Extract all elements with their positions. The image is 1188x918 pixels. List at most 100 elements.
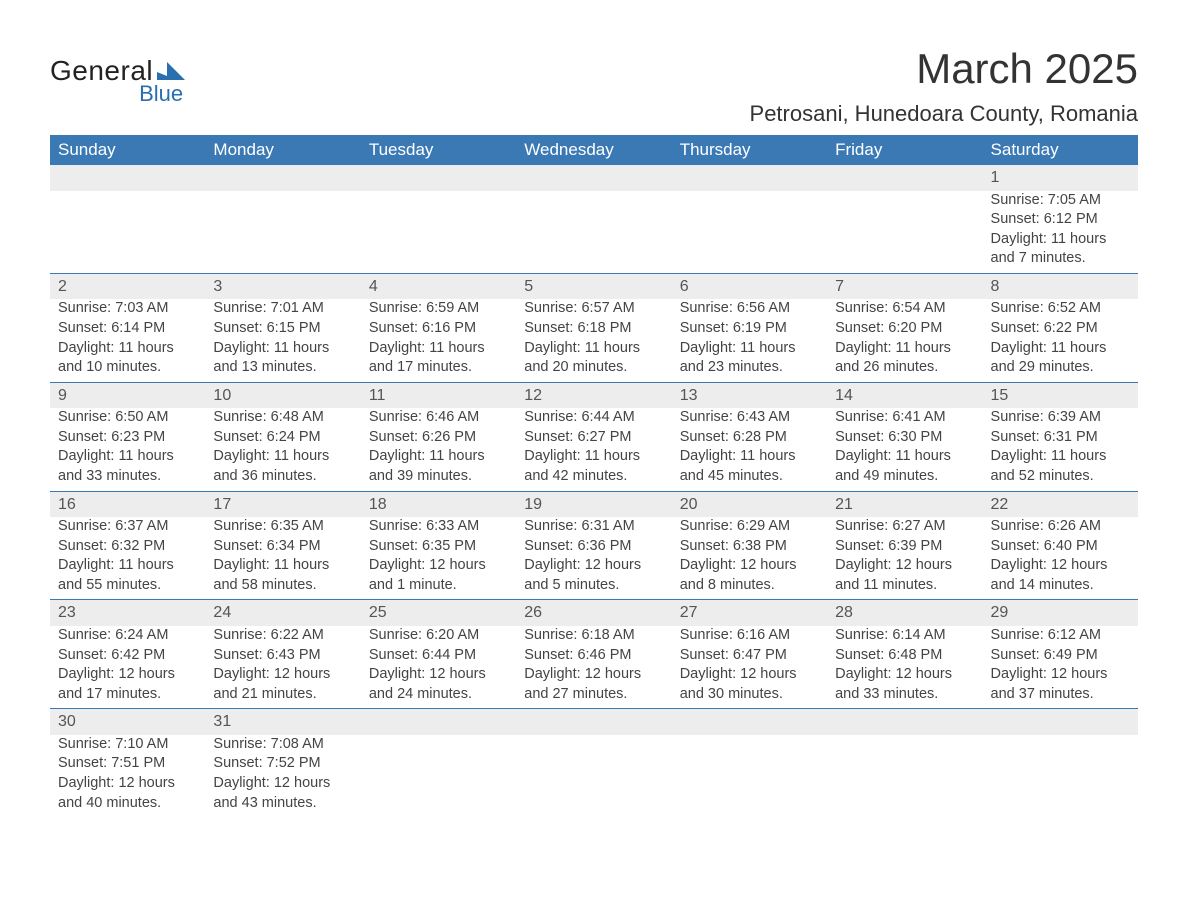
sunset-text: Sunset: 6:26 PM <box>369 428 508 448</box>
sunset-text: Sunset: 6:19 PM <box>680 319 819 339</box>
day-number-cell: 2 <box>50 273 205 299</box>
weekday-header: Wednesday <box>516 135 671 165</box>
sunrise-text: Sunrise: 6:43 AM <box>680 408 819 428</box>
day-number-cell: 18 <box>361 491 516 517</box>
day-number-cell: 28 <box>827 600 982 626</box>
sunrise-text: Sunrise: 6:22 AM <box>213 626 352 646</box>
sunrise-text: Sunrise: 6:26 AM <box>991 517 1130 537</box>
sunset-text: Sunset: 6:24 PM <box>213 428 352 448</box>
sunrise-text: Sunrise: 6:29 AM <box>680 517 819 537</box>
day-number-cell <box>827 165 982 191</box>
sunrise-text: Sunrise: 6:31 AM <box>524 517 663 537</box>
sunrise-text: Sunrise: 7:03 AM <box>58 299 197 319</box>
daylight-text: Daylight: 11 hours and 23 minutes. <box>680 339 819 378</box>
weekday-header-row: Sunday Monday Tuesday Wednesday Thursday… <box>50 135 1138 165</box>
day-detail-cell <box>516 735 671 817</box>
sunrise-text: Sunrise: 7:08 AM <box>213 735 352 755</box>
day-number-row: 1 <box>50 165 1138 191</box>
sunrise-text: Sunrise: 6:50 AM <box>58 408 197 428</box>
day-detail-cell: Sunrise: 6:57 AMSunset: 6:18 PMDaylight:… <box>516 299 671 382</box>
daylight-text: Daylight: 12 hours and 37 minutes. <box>991 665 1130 704</box>
day-number-cell: 31 <box>205 709 360 735</box>
day-detail-cell: Sunrise: 6:16 AMSunset: 6:47 PMDaylight:… <box>672 626 827 709</box>
sunset-text: Sunset: 6:15 PM <box>213 319 352 339</box>
day-number-cell <box>516 165 671 191</box>
day-number-cell: 17 <box>205 491 360 517</box>
daylight-text: Daylight: 11 hours and 39 minutes. <box>369 447 508 486</box>
sunset-text: Sunset: 6:38 PM <box>680 537 819 557</box>
sunrise-text: Sunrise: 6:12 AM <box>991 626 1130 646</box>
daylight-text: Daylight: 12 hours and 30 minutes. <box>680 665 819 704</box>
title-block: March 2025 Petrosani, Hunedoara County, … <box>750 45 1138 127</box>
day-detail-cell: Sunrise: 6:14 AMSunset: 6:48 PMDaylight:… <box>827 626 982 709</box>
day-detail-cell: Sunrise: 6:24 AMSunset: 6:42 PMDaylight:… <box>50 626 205 709</box>
sunset-text: Sunset: 6:46 PM <box>524 646 663 666</box>
day-number-cell: 19 <box>516 491 671 517</box>
sunset-text: Sunset: 6:47 PM <box>680 646 819 666</box>
day-detail-row: Sunrise: 6:24 AMSunset: 6:42 PMDaylight:… <box>50 626 1138 709</box>
day-detail-cell: Sunrise: 6:37 AMSunset: 6:32 PMDaylight:… <box>50 517 205 600</box>
logo-blue-text: Blue <box>139 81 183 107</box>
day-detail-cell <box>361 735 516 817</box>
daylight-text: Daylight: 11 hours and 33 minutes. <box>58 447 197 486</box>
weekday-header: Tuesday <box>361 135 516 165</box>
sunset-text: Sunset: 6:49 PM <box>991 646 1130 666</box>
day-detail-cell: Sunrise: 6:43 AMSunset: 6:28 PMDaylight:… <box>672 408 827 491</box>
day-number-cell <box>672 709 827 735</box>
weekday-header: Friday <box>827 135 982 165</box>
day-number-cell: 27 <box>672 600 827 626</box>
day-number-cell: 13 <box>672 382 827 408</box>
sunset-text: Sunset: 6:32 PM <box>58 537 197 557</box>
day-number-cell: 21 <box>827 491 982 517</box>
daylight-text: Daylight: 11 hours and 10 minutes. <box>58 339 197 378</box>
sunset-text: Sunset: 6:44 PM <box>369 646 508 666</box>
day-detail-cell: Sunrise: 6:59 AMSunset: 6:16 PMDaylight:… <box>361 299 516 382</box>
day-number-cell: 30 <box>50 709 205 735</box>
day-detail-cell: Sunrise: 6:39 AMSunset: 6:31 PMDaylight:… <box>983 408 1138 491</box>
day-detail-cell: Sunrise: 6:35 AMSunset: 6:34 PMDaylight:… <box>205 517 360 600</box>
day-detail-cell <box>827 735 982 817</box>
calendar-table: Sunday Monday Tuesday Wednesday Thursday… <box>50 135 1138 817</box>
logo: General Blue <box>50 45 185 107</box>
day-detail-cell: Sunrise: 6:12 AMSunset: 6:49 PMDaylight:… <box>983 626 1138 709</box>
day-number-row: 3031 <box>50 709 1138 735</box>
weekday-header: Saturday <box>983 135 1138 165</box>
day-number-cell: 9 <box>50 382 205 408</box>
daylight-text: Daylight: 12 hours and 27 minutes. <box>524 665 663 704</box>
day-number-cell: 10 <box>205 382 360 408</box>
day-number-cell: 14 <box>827 382 982 408</box>
day-number-cell <box>205 165 360 191</box>
weekday-header: Monday <box>205 135 360 165</box>
day-number-cell: 24 <box>205 600 360 626</box>
sunrise-text: Sunrise: 6:33 AM <box>369 517 508 537</box>
day-number-cell: 6 <box>672 273 827 299</box>
day-detail-row: Sunrise: 7:05 AMSunset: 6:12 PMDaylight:… <box>50 191 1138 274</box>
day-detail-row: Sunrise: 6:37 AMSunset: 6:32 PMDaylight:… <box>50 517 1138 600</box>
day-number-cell <box>672 165 827 191</box>
daylight-text: Daylight: 11 hours and 17 minutes. <box>369 339 508 378</box>
weekday-header: Sunday <box>50 135 205 165</box>
daylight-text: Daylight: 11 hours and 42 minutes. <box>524 447 663 486</box>
daylight-text: Daylight: 12 hours and 33 minutes. <box>835 665 974 704</box>
sunrise-text: Sunrise: 6:48 AM <box>213 408 352 428</box>
day-number-cell: 23 <box>50 600 205 626</box>
sunrise-text: Sunrise: 6:56 AM <box>680 299 819 319</box>
sunset-text: Sunset: 6:18 PM <box>524 319 663 339</box>
day-detail-cell: Sunrise: 6:46 AMSunset: 6:26 PMDaylight:… <box>361 408 516 491</box>
daylight-text: Daylight: 12 hours and 17 minutes. <box>58 665 197 704</box>
header: General Blue March 2025 Petrosani, Huned… <box>50 45 1138 127</box>
location-text: Petrosani, Hunedoara County, Romania <box>750 101 1138 127</box>
day-number-row: 23242526272829 <box>50 600 1138 626</box>
day-detail-row: Sunrise: 7:03 AMSunset: 6:14 PMDaylight:… <box>50 299 1138 382</box>
day-detail-cell: Sunrise: 6:33 AMSunset: 6:35 PMDaylight:… <box>361 517 516 600</box>
sunset-text: Sunset: 7:51 PM <box>58 754 197 774</box>
day-number-cell: 25 <box>361 600 516 626</box>
sunset-text: Sunset: 6:43 PM <box>213 646 352 666</box>
sunrise-text: Sunrise: 6:52 AM <box>991 299 1130 319</box>
day-detail-cell: Sunrise: 6:31 AMSunset: 6:36 PMDaylight:… <box>516 517 671 600</box>
sunrise-text: Sunrise: 6:54 AM <box>835 299 974 319</box>
day-number-cell <box>361 165 516 191</box>
sunset-text: Sunset: 6:12 PM <box>991 210 1130 230</box>
sunrise-text: Sunrise: 7:01 AM <box>213 299 352 319</box>
day-detail-row: Sunrise: 6:50 AMSunset: 6:23 PMDaylight:… <box>50 408 1138 491</box>
